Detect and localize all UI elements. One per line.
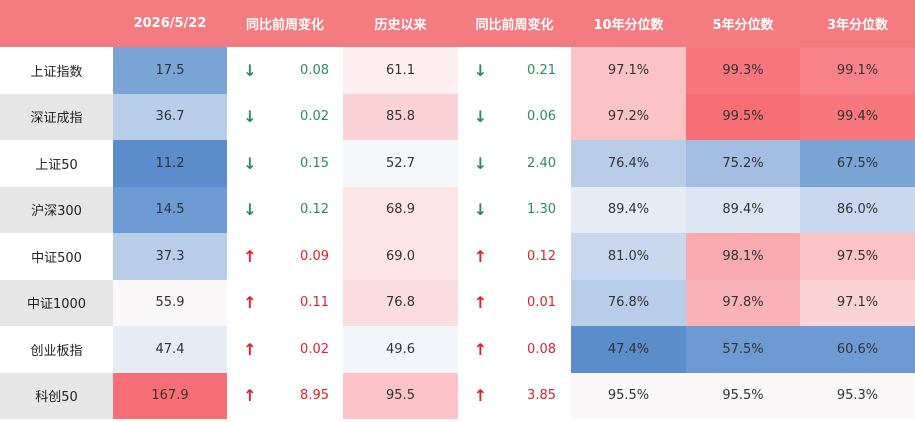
index-name-cell: 科创50 xyxy=(0,372,113,419)
percentile-5y-cell: 99.3% xyxy=(686,47,800,94)
history-percentile-cell: 49.6 xyxy=(343,326,458,373)
wow-change-cell: 0.01 xyxy=(527,295,556,311)
percentile-10y-cell: 89.4% xyxy=(571,186,686,233)
pe-value-cell: 36.7 xyxy=(113,93,227,140)
header-date: 2026/5/22 xyxy=(133,16,207,31)
percentile-5y-cell: 75.2% xyxy=(686,140,800,187)
index-name-cell: 上证50 xyxy=(0,140,113,187)
wow-change-cell: 0.02 xyxy=(300,341,329,357)
percentile-5y-cell: 98.1% xyxy=(686,233,800,280)
history-percentile-cell: 95.5 xyxy=(343,372,458,419)
percentile-10y-cell: 81.0% xyxy=(571,233,686,280)
percentile-5y-cell: 99.5% xyxy=(686,93,800,140)
pe-value-cell: 167.9 xyxy=(113,372,227,419)
percentile-3y-cell: 86.0% xyxy=(800,186,915,233)
index-name-cell: 中证500 xyxy=(0,233,113,280)
header-percentile-3y: 3年分位数 xyxy=(826,18,889,33)
change-arrow-icon: ↑ xyxy=(243,293,257,313)
header-history: 历史以来 xyxy=(374,18,427,33)
pe-value-cell: 17.5 xyxy=(113,47,227,94)
percentile-10y-cell: 76.4% xyxy=(571,140,686,187)
percentile-10y-cell: 47.4% xyxy=(571,326,686,373)
wow-change-cell: 1.30 xyxy=(527,202,556,218)
change-arrow-icon: ↓ xyxy=(473,153,488,173)
change-arrow-icon: ↓ xyxy=(473,60,488,80)
percentile-3y-cell: 60.6% xyxy=(800,326,915,373)
percentile-3y-cell: 95.3% xyxy=(800,372,915,419)
change-arrow-icon: ↓ xyxy=(473,200,488,220)
wow-change-cell: 0.15 xyxy=(300,155,329,171)
change-arrow-icon: ↑ xyxy=(473,386,488,406)
table-row: 上证指数 17.5 ↓ 0.08 61.1 ↓ 0.21 97.1% 99.3% 99.1% xyxy=(0,47,915,94)
pe-value-cell: 11.2 xyxy=(113,140,227,187)
percentile-10y-cell: 97.1% xyxy=(571,47,686,94)
table-row: 深证成指 36.7 ↓ 0.02 85.8 ↓ 0.06 97.2% 99.5% 99.4% xyxy=(0,93,915,140)
change-arrow-icon: ↓ xyxy=(473,107,488,127)
history-percentile-cell: 85.8 xyxy=(343,93,458,140)
percentile-5y-cell: 97.8% xyxy=(686,279,800,326)
wow-change-cell: 0.08 xyxy=(300,62,329,78)
header-wow-change-1: 同比前周变化 xyxy=(245,18,324,33)
change-arrow-icon: ↓ xyxy=(243,153,257,173)
wow-change-cell: 0.12 xyxy=(527,248,556,264)
percentile-5y-cell: 89.4% xyxy=(686,186,800,233)
index-name-cell: 上证指数 xyxy=(0,47,113,94)
change-arrow-icon: ↑ xyxy=(473,293,488,313)
header-percentile-5y: 5年分位数 xyxy=(712,18,774,33)
change-arrow-icon: ↓ xyxy=(243,107,257,127)
index-name-cell: 中证1000 xyxy=(0,279,113,326)
table-row: 科创50 167.9 ↑ 8.95 95.5 ↑ 3.85 95.5% 95.5% 95.3% xyxy=(0,372,915,419)
wow-change-cell: 2.40 xyxy=(527,155,556,171)
percentile-3y-cell: 99.4% xyxy=(800,93,915,140)
table-row: 中证1000 55.9 ↑ 0.11 76.8 ↑ 0.01 76.8% 97.8% 97.1% xyxy=(0,279,915,326)
table-row: 沪深300 14.5 ↓ 0.12 68.9 ↓ 1.30 89.4% 89.4% 86.0% xyxy=(0,186,915,233)
wow-change-cell: 0.02 xyxy=(300,109,329,125)
header-percentile-10y: 10年分位数 xyxy=(593,18,664,33)
change-arrow-icon: ↓ xyxy=(243,200,257,220)
change-arrow-icon: ↑ xyxy=(473,339,488,359)
percentile-5y-cell: 57.5% xyxy=(686,326,800,373)
wow-change-cell: 0.06 xyxy=(527,109,556,125)
percentile-5y-cell: 95.5% xyxy=(686,372,800,419)
index-name-cell: 创业板指 xyxy=(0,326,113,373)
header-name xyxy=(0,0,113,47)
table-body: 上证指数 17.5 ↓ 0.08 61.1 ↓ 0.21 97.1% 99.3% 99.1% 深证成… xyxy=(0,47,915,419)
percentile-10y-cell: 76.8% xyxy=(571,279,686,326)
history-percentile-cell: 69.0 xyxy=(343,233,458,280)
wow-change-cell: 0.11 xyxy=(300,295,329,311)
change-arrow-icon: ↑ xyxy=(473,246,488,266)
history-percentile-cell: 76.8 xyxy=(343,279,458,326)
history-percentile-cell: 61.1 xyxy=(343,47,458,94)
table-row: 上证50 11.2 ↓ 0.15 52.7 ↓ 2.40 76.4% 75.2% 67.5% xyxy=(0,140,915,187)
header-wow-change-2: 同比前周变化 xyxy=(475,18,554,33)
percentile-10y-cell: 97.2% xyxy=(571,93,686,140)
wow-change-cell: 3.85 xyxy=(527,388,556,404)
wow-change-cell: 0.21 xyxy=(527,62,556,78)
table-header: 2026/5/22 同比前周变化 历史以来 同比前周变化 10年分位数 5年分位… xyxy=(0,0,915,47)
percentile-10y-cell: 95.5% xyxy=(571,372,686,419)
percentile-3y-cell: 97.1% xyxy=(800,279,915,326)
table-row: 创业板指 47.4 ↑ 0.02 49.6 ↑ 0.08 47.4% 57.5% 60.6% xyxy=(0,326,915,373)
history-percentile-cell: 52.7 xyxy=(343,140,458,187)
wow-change-cell: 0.12 xyxy=(300,202,329,218)
change-arrow-icon: ↑ xyxy=(243,386,257,406)
change-arrow-icon: ↓ xyxy=(243,60,257,80)
wow-change-cell: 8.95 xyxy=(300,388,329,404)
table-row: 中证500 37.3 ↑ 0.09 69.0 ↑ 0.12 81.0% 98.1% 97.5% xyxy=(0,233,915,280)
pe-value-cell: 55.9 xyxy=(113,279,227,326)
index-name-cell: 深证成指 xyxy=(0,93,113,140)
wow-change-cell: 0.08 xyxy=(527,341,556,357)
pe-value-cell: 37.3 xyxy=(113,233,227,280)
pe-value-cell: 14.5 xyxy=(113,186,227,233)
index-name-cell: 沪深300 xyxy=(0,186,113,233)
change-arrow-icon: ↑ xyxy=(243,246,257,266)
percentile-3y-cell: 67.5% xyxy=(800,140,915,187)
history-percentile-cell: 68.9 xyxy=(343,186,458,233)
wow-change-cell: 0.09 xyxy=(300,248,329,264)
percentile-3y-cell: 97.5% xyxy=(800,233,915,280)
percentile-3y-cell: 99.1% xyxy=(800,47,915,94)
change-arrow-icon: ↑ xyxy=(243,339,257,359)
pe-value-cell: 47.4 xyxy=(113,326,227,373)
